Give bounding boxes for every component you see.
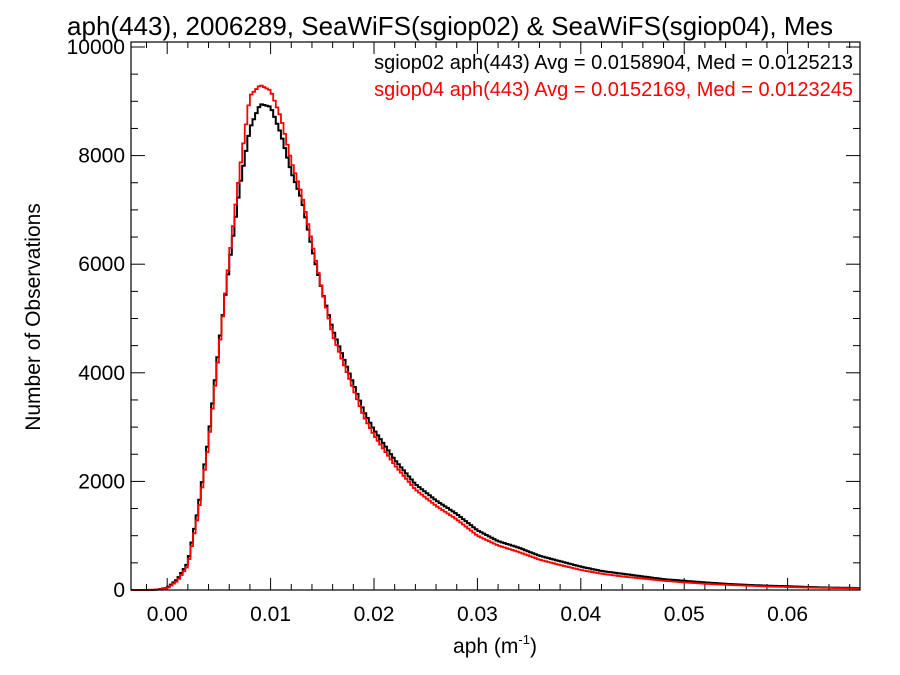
y-tick-label: 4000 bbox=[78, 362, 125, 385]
y-tick-label: 6000 bbox=[78, 253, 125, 276]
y-tick-label: 10000 bbox=[67, 36, 125, 59]
x-tick-label: 0.03 bbox=[457, 603, 498, 626]
series-line-sgiop04 bbox=[131, 84, 860, 591]
x-tick-label: 0.05 bbox=[664, 603, 705, 626]
chart-title: aph(443), 2006289, SeaWiFS(sgiop02) & Se… bbox=[67, 11, 833, 41]
x-tick-label: 0.02 bbox=[354, 603, 395, 626]
y-axis-label-group: Number of Observations bbox=[22, 203, 45, 431]
y-tick-label: 8000 bbox=[78, 145, 125, 168]
x-axis-label-close: ) bbox=[530, 635, 537, 658]
y-tick-label: 0 bbox=[113, 579, 125, 602]
x-tick-label: 0.00 bbox=[147, 603, 188, 626]
axis-ticks: 0.00 0.01 0.02 0.03 0.04 0.05 0.06 0 2000 4000 600… bbox=[67, 36, 860, 626]
legend-entry-sgiop04: sgiop04 aph(443) Avg = 0.0152169, Med = … bbox=[374, 79, 853, 101]
x-tick-label: 0.04 bbox=[560, 603, 601, 626]
plot-frame bbox=[130, 41, 861, 591]
legend-entry-sgiop02: sgiop02 aph(443) Avg = 0.0158904, Med = … bbox=[374, 52, 853, 74]
x-tick-label: 0.06 bbox=[767, 603, 808, 626]
x-axis-label-superscript: -1 bbox=[518, 632, 530, 647]
x-axis-label-main: aph (m bbox=[453, 635, 518, 658]
x-axis-label: aph (m-1) bbox=[453, 632, 537, 658]
series-lines bbox=[131, 84, 860, 591]
y-axis-label: Number of Observations bbox=[22, 203, 45, 431]
x-tick-label: 0.01 bbox=[250, 603, 291, 626]
y-tick-label: 2000 bbox=[78, 470, 125, 493]
